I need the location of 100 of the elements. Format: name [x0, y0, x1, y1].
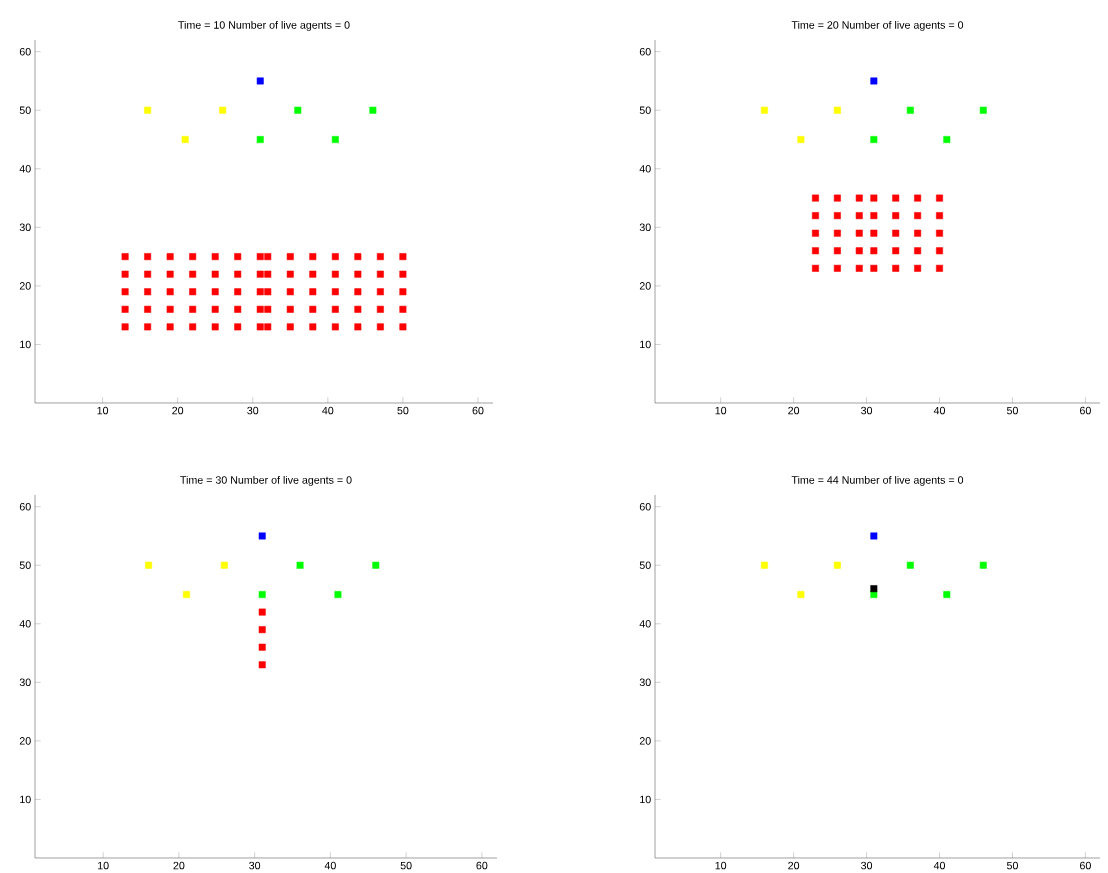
point: [760, 106, 768, 114]
y-tick-label: 30: [19, 223, 31, 232]
x-tick-label: 30: [247, 406, 259, 415]
point: [812, 264, 819, 272]
point: [760, 561, 768, 569]
y-tick-label: 20: [639, 737, 651, 745]
x-tick-label: 60: [1080, 406, 1091, 415]
x-tick-label: 30: [861, 861, 873, 870]
point: [812, 247, 819, 255]
x-tick-label: 50: [1006, 861, 1018, 870]
point: [256, 77, 264, 85]
point: [294, 106, 302, 114]
x-tick-label: 20: [788, 406, 800, 415]
y-tick-label: 20: [19, 282, 31, 290]
point: [258, 608, 266, 616]
point: [181, 136, 189, 143]
point: [855, 229, 863, 237]
point: [797, 136, 805, 143]
y-tick-label: 40: [639, 620, 651, 628]
point: [144, 106, 152, 114]
point: [833, 212, 841, 220]
point: [855, 264, 863, 272]
x-tick-label: 30: [249, 861, 261, 870]
point: [914, 264, 922, 272]
point: [936, 264, 943, 272]
point: [833, 106, 841, 114]
x-tick-label: 10: [97, 406, 109, 415]
point: [906, 561, 914, 569]
y-tick-label: 20: [639, 282, 651, 290]
point: [943, 591, 951, 598]
chart-title: Time = 44 Number of live agents = 0: [791, 475, 964, 486]
x-tick-label: 30: [861, 406, 873, 415]
point: [833, 194, 841, 202]
point: [296, 561, 304, 569]
point: [855, 194, 863, 202]
y-tick-label: 60: [19, 47, 31, 56]
x-tick-label: 20: [172, 406, 184, 415]
y-tick-label: 30: [19, 678, 31, 687]
point: [892, 264, 900, 272]
point: [145, 561, 153, 569]
point: [256, 136, 264, 143]
y-tick-label: 20: [19, 737, 31, 745]
x-tick-label: 50: [1006, 406, 1018, 415]
x-tick-label: 40: [933, 861, 946, 870]
x-tick-label: 50: [397, 406, 409, 415]
y-tick-label: 50: [19, 561, 31, 570]
y-tick-label: 30: [639, 223, 651, 232]
point: [331, 136, 339, 143]
point: [372, 561, 380, 569]
point: [258, 643, 266, 651]
y-tick-label: 10: [20, 795, 31, 804]
point: [797, 591, 805, 598]
y-tick-label: 10: [640, 795, 651, 804]
point: [812, 194, 819, 202]
x-tick-label: 40: [933, 406, 946, 415]
chart-title: Time = 20 Number of live agents = 0: [791, 20, 964, 31]
point: [870, 136, 878, 143]
point: [892, 194, 900, 202]
point: [870, 212, 878, 220]
point: [979, 561, 987, 569]
y-tick-label: 10: [640, 340, 651, 349]
point: [812, 229, 819, 237]
x-tick-label: 60: [1080, 861, 1091, 870]
point: [833, 247, 841, 255]
point: [936, 194, 943, 202]
point: [870, 585, 878, 593]
point: [936, 247, 943, 255]
point: [220, 561, 228, 569]
point: [833, 561, 841, 569]
point: [892, 247, 900, 255]
point: [855, 212, 863, 220]
x-tick-label: 50: [400, 861, 412, 870]
y-tick-label: 40: [19, 165, 31, 173]
point: [258, 661, 266, 669]
point: [219, 106, 227, 114]
x-tick-label: 10: [715, 861, 727, 870]
point: [906, 106, 914, 114]
x-tick-label: 20: [173, 861, 185, 870]
y-tick-label: 60: [639, 47, 651, 56]
point: [870, 532, 878, 540]
y-tick-label: 10: [20, 340, 31, 349]
point: [914, 212, 922, 220]
point: [892, 212, 900, 220]
point: [914, 247, 922, 255]
y-tick-label: 60: [19, 502, 31, 511]
x-tick-label: 60: [476, 861, 488, 870]
chart-title: Time = 30 Number of live agents = 0: [180, 475, 352, 486]
point: [258, 591, 266, 598]
point: [870, 247, 878, 255]
point: [914, 229, 922, 237]
x-tick-label: 10: [715, 406, 727, 415]
point: [936, 212, 943, 220]
point: [943, 136, 951, 143]
x-tick-label: 40: [324, 861, 336, 870]
y-tick-label: 40: [19, 620, 31, 628]
point: [870, 77, 878, 85]
point: [812, 212, 819, 220]
x-tick-label: 10: [98, 861, 109, 870]
y-tick-label: 50: [639, 106, 651, 115]
point: [892, 229, 900, 237]
